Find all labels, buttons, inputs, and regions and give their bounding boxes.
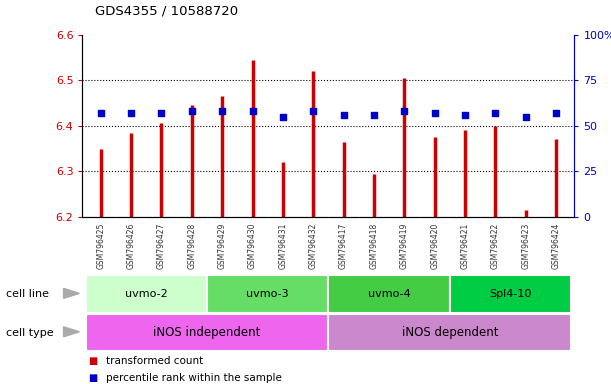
Point [369, 112, 379, 118]
Text: GSM796421: GSM796421 [461, 222, 469, 268]
Point [156, 110, 166, 116]
Point [278, 114, 288, 120]
Text: GSM796420: GSM796420 [430, 222, 439, 269]
Point [218, 108, 227, 114]
Bar [450, 275, 571, 313]
Bar [329, 314, 571, 351]
Point [338, 112, 348, 118]
Text: GSM796432: GSM796432 [309, 222, 318, 269]
Text: GSM796429: GSM796429 [218, 222, 227, 269]
Text: ■: ■ [89, 356, 98, 366]
Text: GSM796425: GSM796425 [96, 222, 105, 269]
Text: GSM796418: GSM796418 [370, 222, 378, 268]
Point [521, 114, 530, 120]
Point [126, 110, 136, 116]
Text: transformed count: transformed count [106, 356, 203, 366]
Text: iNOS dependent: iNOS dependent [401, 326, 498, 339]
Point [491, 110, 500, 116]
Bar [86, 314, 329, 351]
Point [430, 110, 439, 116]
Text: GSM796424: GSM796424 [552, 222, 561, 269]
Text: GSM796426: GSM796426 [126, 222, 136, 269]
Text: GSM796417: GSM796417 [339, 222, 348, 269]
Text: ■: ■ [89, 373, 98, 383]
Text: uvmo-3: uvmo-3 [246, 289, 289, 299]
Point [460, 112, 470, 118]
Text: GSM796423: GSM796423 [521, 222, 530, 269]
Point [551, 110, 561, 116]
Text: GSM796427: GSM796427 [157, 222, 166, 269]
Text: cell line: cell line [6, 289, 49, 299]
Text: GSM796428: GSM796428 [188, 222, 196, 268]
Bar [207, 275, 329, 313]
Point [96, 110, 106, 116]
Text: uvmo-4: uvmo-4 [368, 289, 411, 299]
Point [400, 108, 409, 114]
Text: GSM796419: GSM796419 [400, 222, 409, 269]
Point [247, 108, 257, 114]
Text: percentile rank within the sample: percentile rank within the sample [106, 373, 282, 383]
Text: uvmo-2: uvmo-2 [125, 289, 167, 299]
Text: GSM796431: GSM796431 [279, 222, 287, 269]
Bar [329, 275, 450, 313]
Text: GDS4355 / 10588720: GDS4355 / 10588720 [95, 4, 238, 17]
Text: GSM796430: GSM796430 [248, 222, 257, 269]
Point [187, 108, 197, 114]
Bar [86, 275, 207, 313]
Point [309, 108, 318, 114]
Text: iNOS independent: iNOS independent [153, 326, 261, 339]
Text: GSM796422: GSM796422 [491, 222, 500, 268]
Text: Spl4-10: Spl4-10 [489, 289, 532, 299]
Text: cell type: cell type [6, 328, 54, 338]
